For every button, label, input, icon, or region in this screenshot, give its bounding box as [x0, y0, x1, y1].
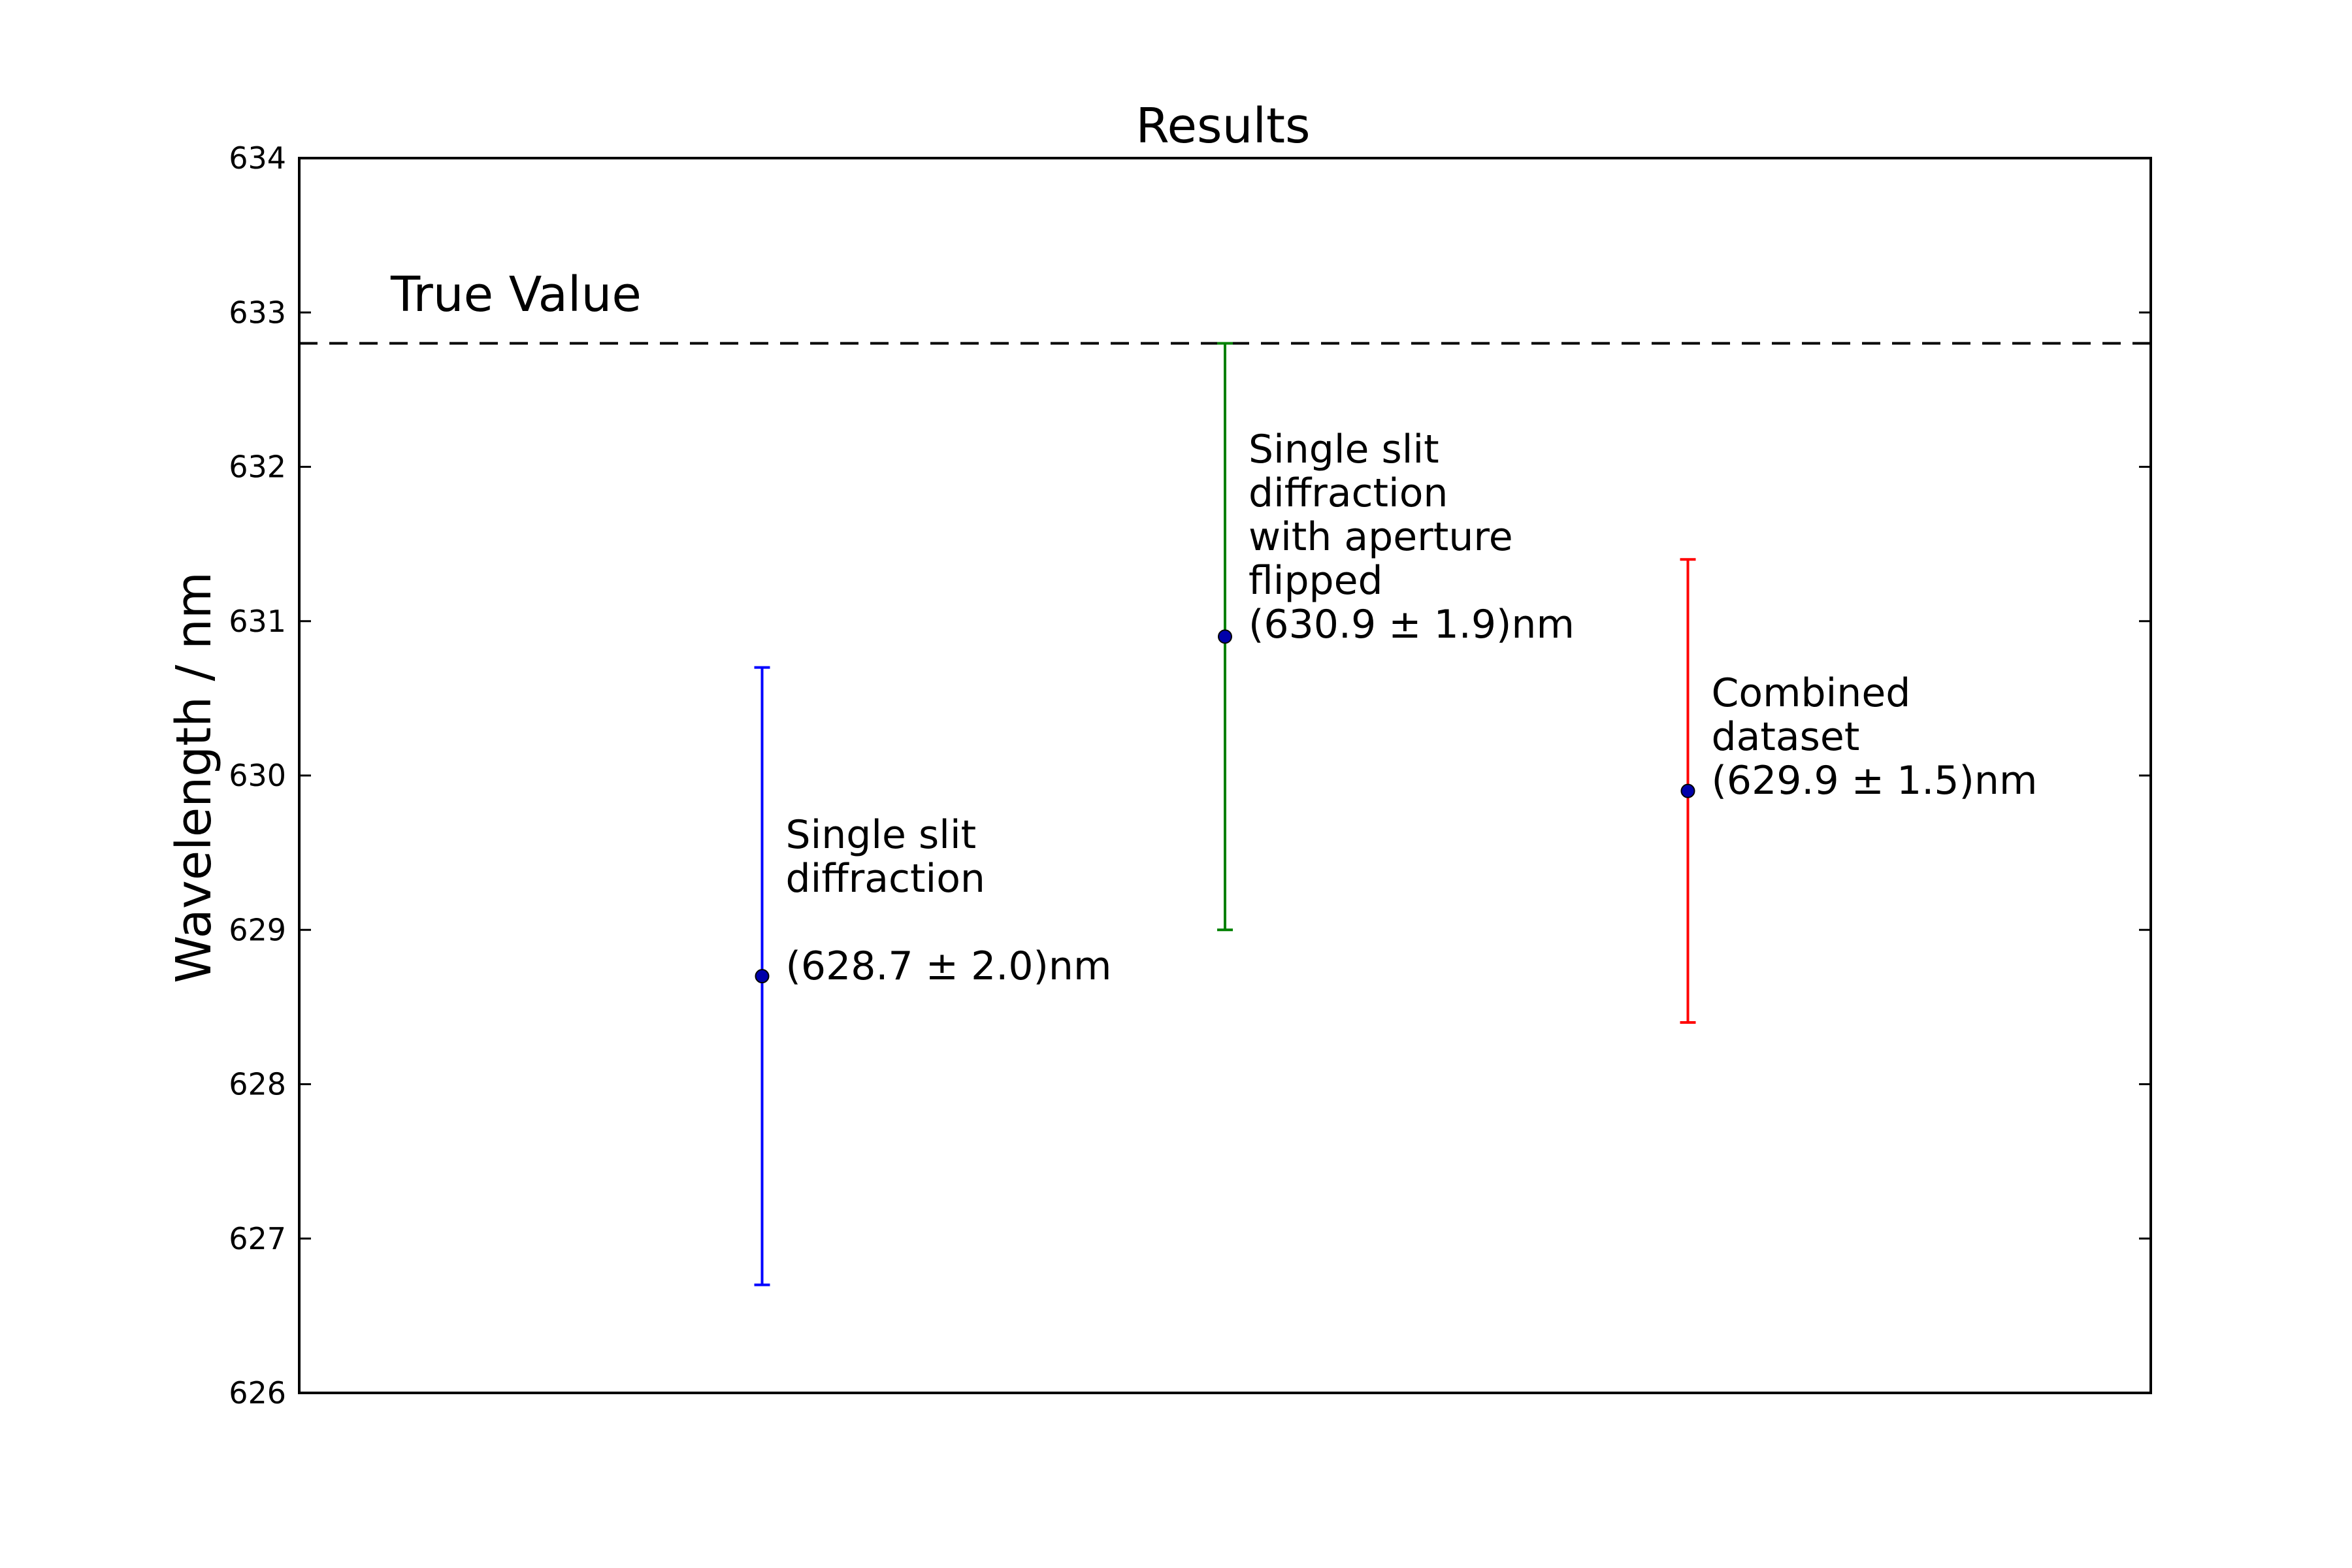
annotation-line: dataset — [1712, 714, 1860, 760]
annotation-line — [786, 900, 798, 945]
data-point-marker — [1680, 783, 1695, 798]
y-tick-label: 630 — [229, 758, 286, 793]
chart-title: Results — [1135, 98, 1310, 154]
data-series-3: Combined dataset (629.9 ± 1.5)nm — [1680, 558, 2038, 1024]
y-tick-label: 628 — [229, 1067, 286, 1102]
data-series-group: Single slit diffraction (628.7 ± 2.0)nmSi… — [754, 342, 2038, 1286]
data-series-1: Single slit diffraction (628.7 ± 2.0)nm — [754, 666, 1112, 1286]
y-tick-label: 631 — [229, 604, 286, 639]
y-tick-label: 634 — [229, 140, 286, 176]
annotation-line: flipped — [1249, 558, 1383, 604]
data-point-marker — [755, 969, 770, 984]
y-axis-label: Wavelength / nm — [166, 572, 222, 983]
annotation-line: Single slit — [1249, 427, 1439, 472]
data-point-annotation: Combined dataset (629.9 ± 1.5)nm — [1712, 670, 2038, 804]
reference-line-group: True Value — [299, 267, 2151, 345]
annotation-line: (630.9 ± 1.9)nm — [1249, 602, 1575, 647]
y-tick-label: 633 — [229, 295, 286, 330]
annotation-line: diffraction — [786, 856, 985, 902]
data-series-2: Single slit diffraction with aperture flipp… — [1217, 342, 1575, 932]
y-axis-ticks: 626 627 628 629 630 631 632 633 634 — [229, 140, 2151, 1411]
plot-area-frame — [298, 157, 2152, 1394]
true-value-label: True Value — [390, 267, 642, 323]
y-tick-label: 632 — [229, 449, 286, 485]
annotation-line: Combined — [1712, 670, 1911, 716]
data-point-marker — [1218, 629, 1232, 644]
annotation-line: with aperture — [1249, 514, 1513, 560]
data-point-annotation: Single slit diffraction (628.7 ± 2.0)nm — [786, 812, 1112, 989]
y-tick-label: 626 — [229, 1375, 286, 1411]
data-point-annotation: Single slit diffraction with aperture flipp… — [1249, 427, 1575, 647]
annotation-line: Single slit — [786, 812, 977, 858]
y-tick-label: 627 — [229, 1221, 286, 1256]
annotation-line: (628.7 ± 2.0)nm — [786, 943, 1112, 989]
annotation-line: diffraction — [1249, 470, 1448, 516]
y-tick-label: 629 — [229, 912, 286, 947]
annotation-line: (629.9 ± 1.5)nm — [1712, 758, 2038, 804]
